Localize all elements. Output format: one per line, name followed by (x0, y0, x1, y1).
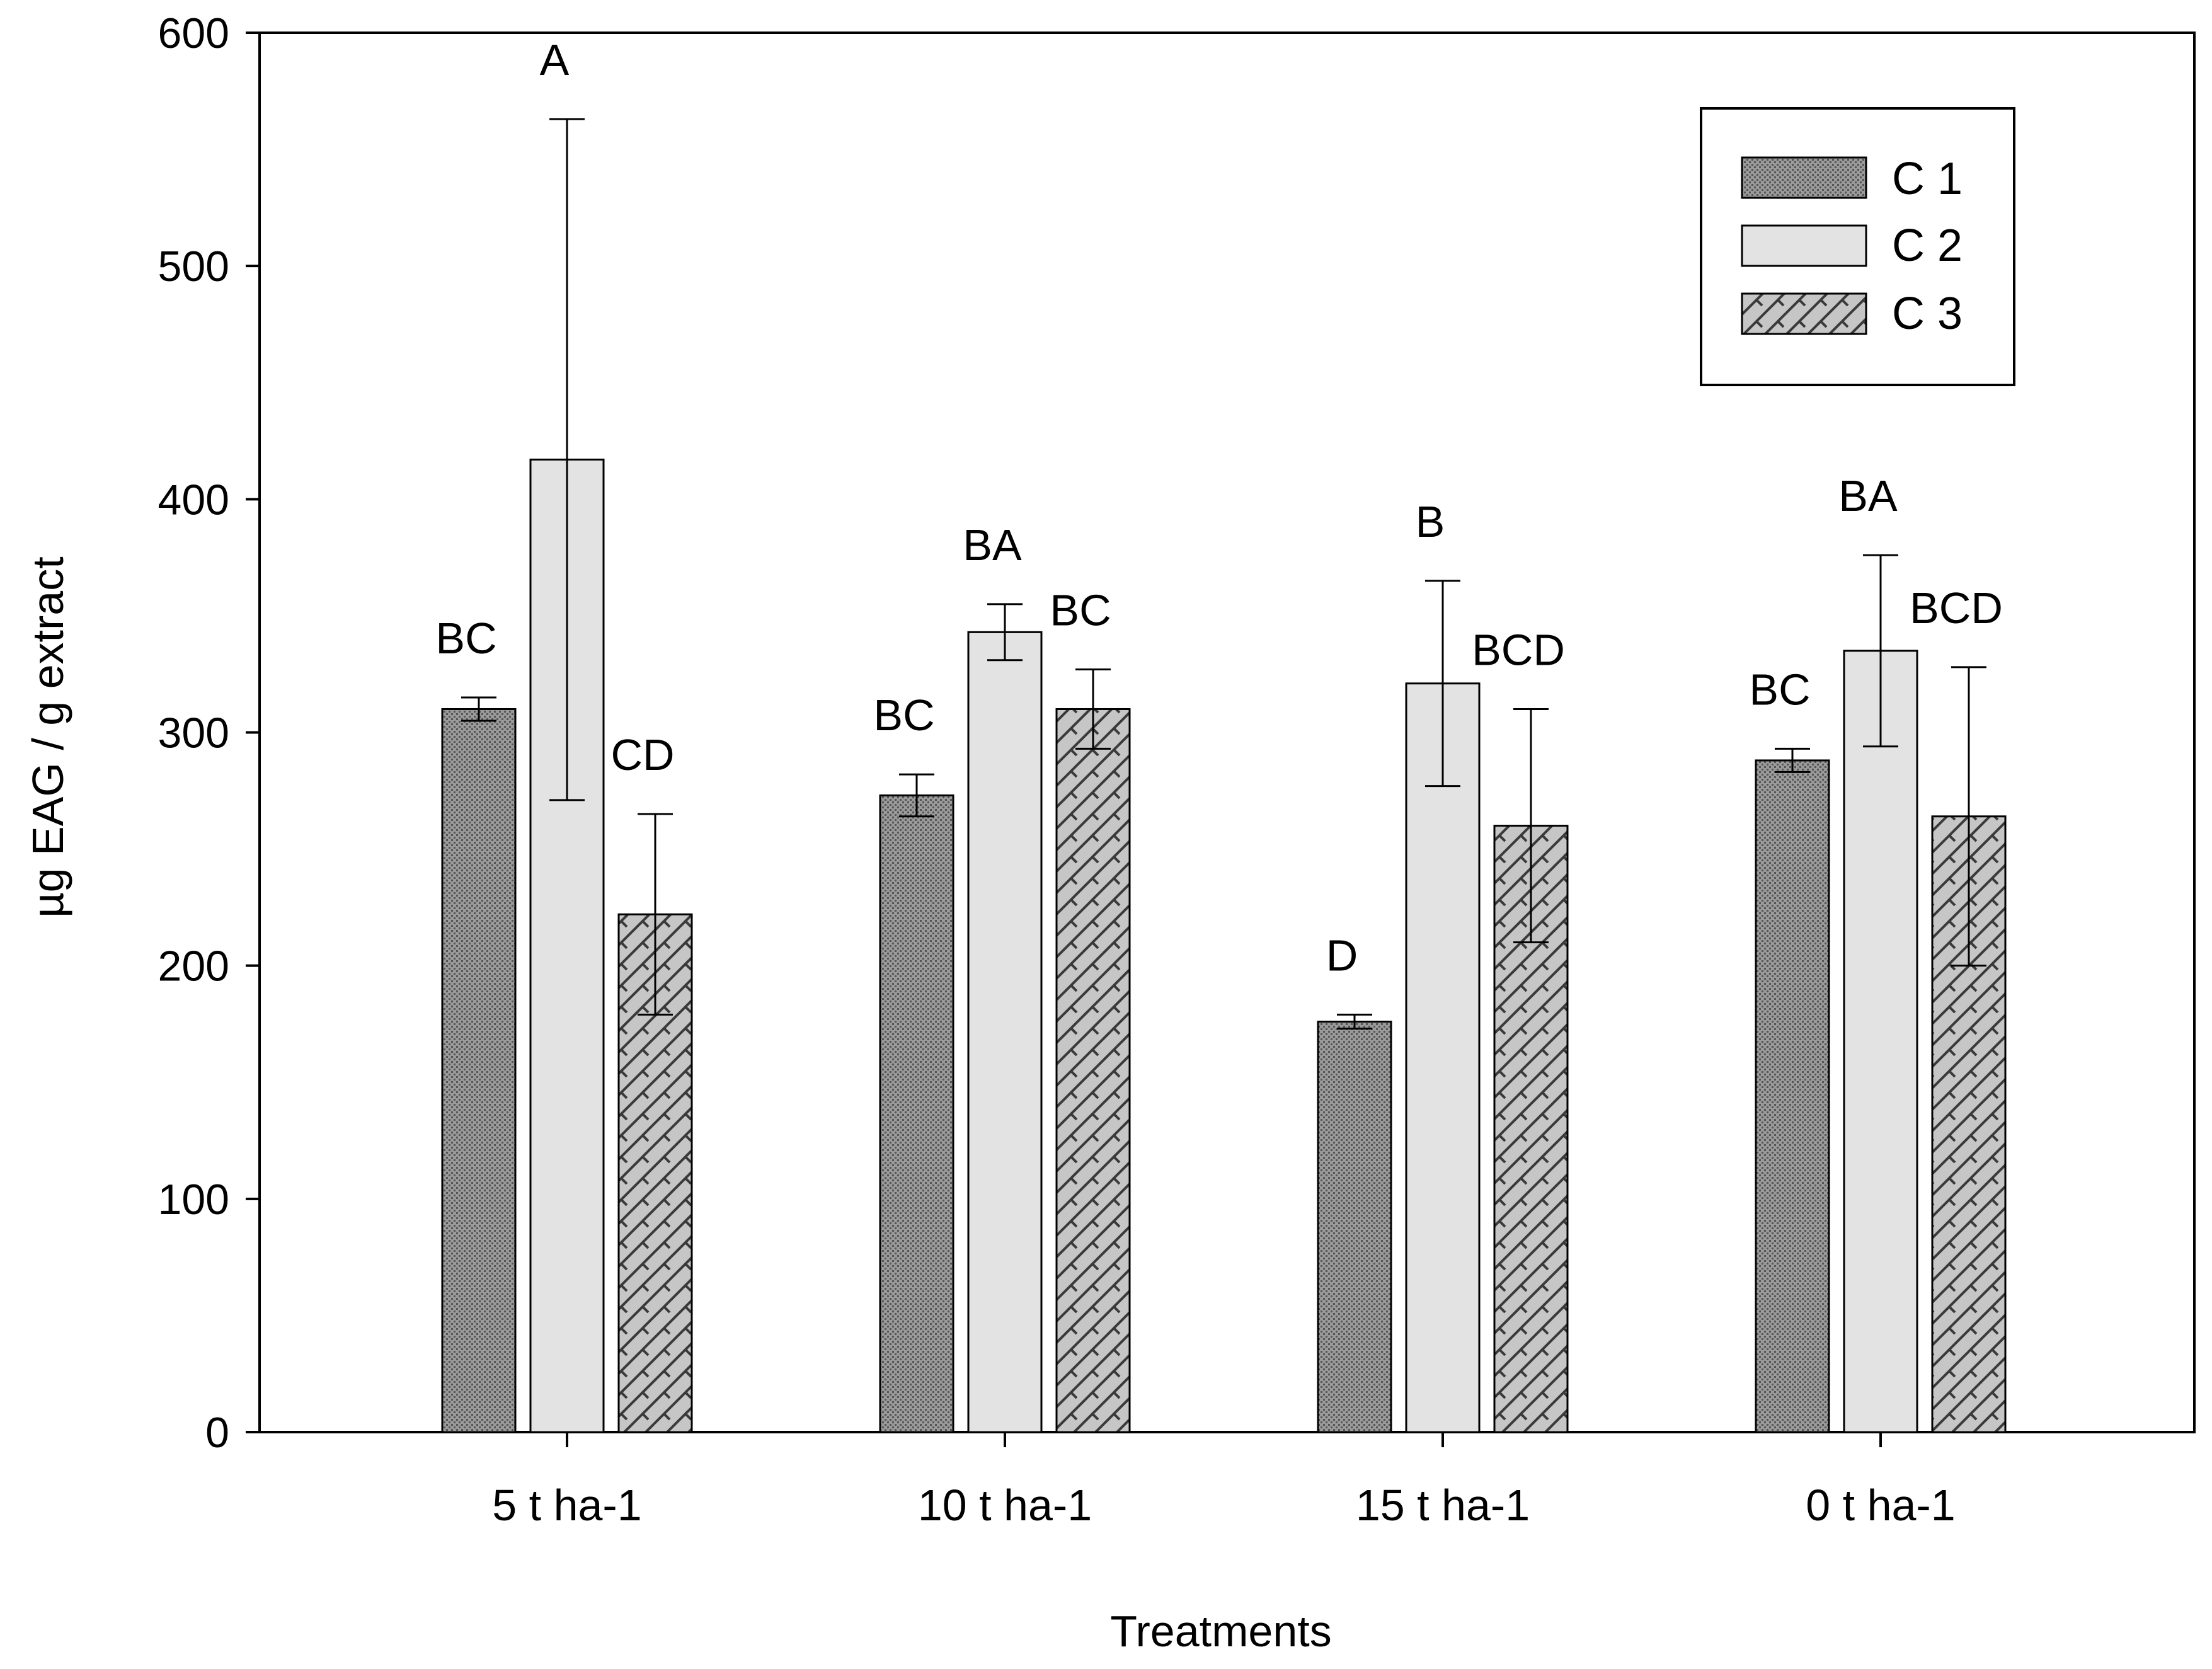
legend-swatch-c1 (1741, 156, 1867, 199)
legend-label-c3: C 3 (1892, 289, 1963, 339)
bar (1843, 650, 1918, 1433)
x-tick-label: 10 t ha-1 (918, 1481, 1092, 1530)
bar (441, 708, 517, 1433)
y-tick-label: 300 (158, 709, 229, 757)
error-bars (461, 118, 1986, 1030)
significance-label: BCD (1472, 625, 1565, 674)
y-tick-label: 500 (158, 243, 229, 290)
x-tick-label: 0 t ha-1 (1806, 1481, 1955, 1530)
legend-swatch-c2 (1741, 224, 1867, 267)
significance-label: CD (610, 730, 674, 779)
legend: C 1 C 2 C 3 (1700, 107, 2015, 386)
bar (967, 631, 1043, 1433)
significance-label: BC (1749, 665, 1810, 714)
significance-label: B (1416, 497, 1445, 546)
bar (1055, 708, 1131, 1433)
legend-label-c1: C 1 (1892, 154, 1963, 204)
bar (879, 794, 954, 1433)
x-axis: 5 t ha-1 10 t ha-1 15 t ha-1 0 t ha-1 (260, 1431, 2194, 1530)
bar (1405, 682, 1481, 1433)
significance-label: BA (1838, 471, 1898, 520)
bar (1317, 1021, 1392, 1433)
x-axis-title: Treatments (1110, 1607, 1331, 1656)
x-tick-label: 5 t ha-1 (492, 1481, 641, 1530)
significance-label: BA (963, 520, 1022, 570)
x-tick-label: 15 t ha-1 (1356, 1481, 1530, 1530)
significance-label: BC (435, 614, 496, 663)
significance-label: D (1326, 931, 1358, 980)
legend-label-c2: C 2 (1892, 221, 1963, 271)
y-tick-label: 0 (205, 1409, 229, 1457)
bar (1755, 759, 1830, 1433)
significance-label: BCD (1910, 583, 2003, 633)
y-axis-title: µg EAG / g extract (23, 556, 72, 917)
significance-label: A (540, 35, 570, 84)
significance-label: BC (873, 691, 934, 740)
y-tick-label: 100 (158, 1176, 229, 1224)
y-axis: 0 100 200 300 400 500 600 (158, 9, 260, 1457)
y-tick-label: 200 (158, 943, 229, 990)
y-tick-label: 600 (158, 9, 229, 57)
significance-label: BC (1050, 586, 1111, 635)
bar-series (441, 458, 2007, 1433)
y-tick-label: 400 (158, 476, 229, 524)
legend-swatch-c3 (1741, 292, 1867, 335)
